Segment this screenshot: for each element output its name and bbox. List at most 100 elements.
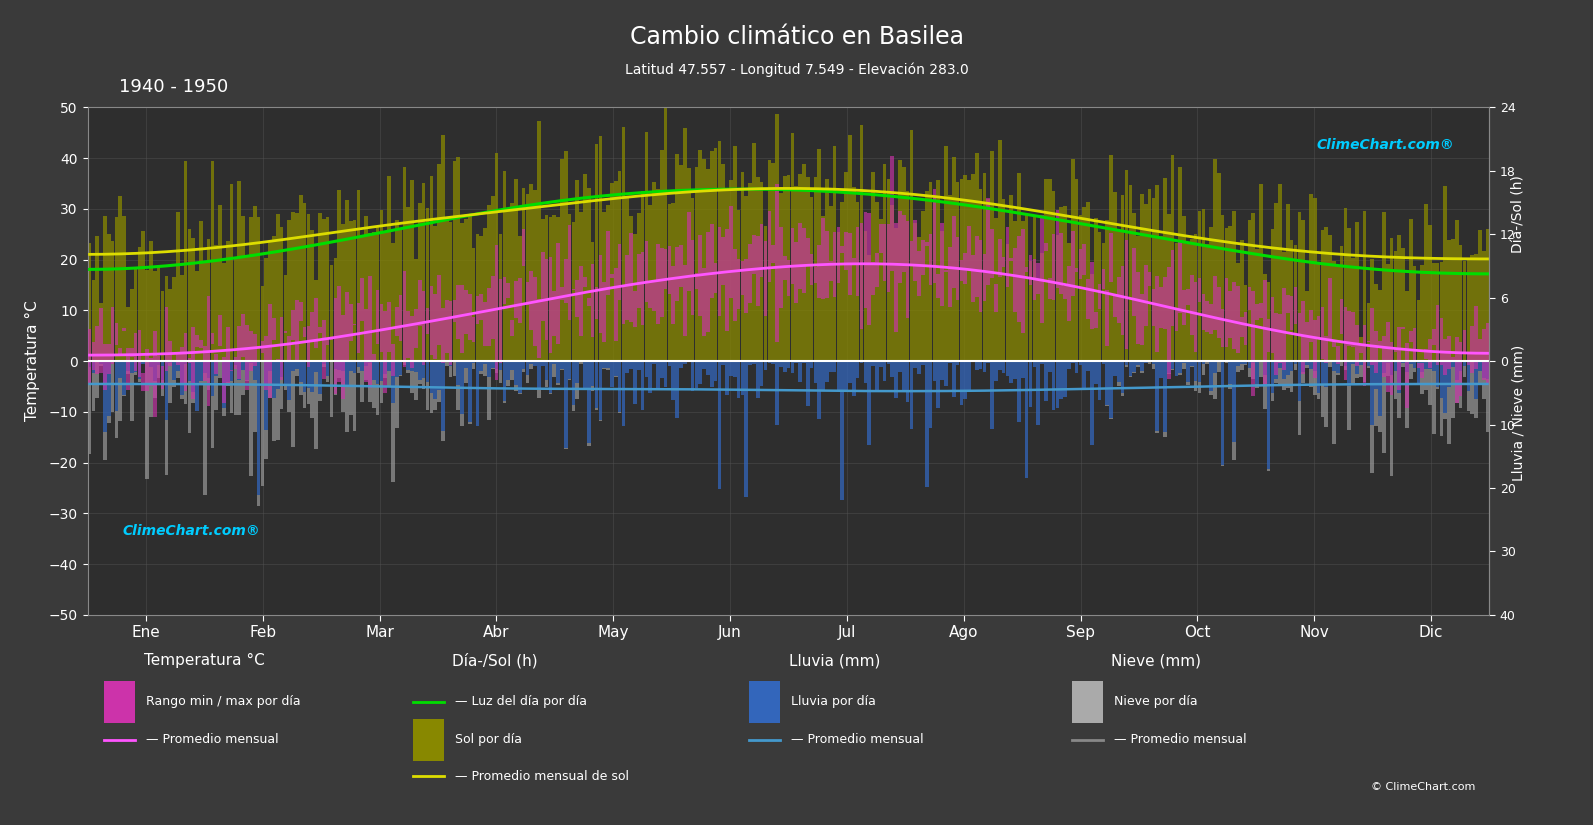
Bar: [303, 361, 306, 392]
Bar: [1290, 371, 1294, 392]
Bar: [749, 182, 752, 361]
Bar: [1043, 179, 1048, 361]
Bar: [1206, 244, 1209, 361]
Bar: [406, 206, 409, 361]
Bar: [879, 224, 883, 253]
Bar: [883, 164, 886, 361]
Bar: [887, 361, 890, 364]
Bar: [1198, 211, 1201, 361]
Bar: [1451, 367, 1454, 417]
Bar: [1040, 361, 1043, 364]
Bar: [1002, 361, 1005, 374]
Bar: [1059, 233, 1063, 294]
Bar: [1454, 361, 1459, 380]
Bar: [863, 231, 867, 361]
Bar: [1233, 361, 1236, 441]
Bar: [1298, 401, 1301, 435]
Bar: [607, 368, 610, 370]
Bar: [841, 202, 844, 361]
Bar: [191, 361, 194, 392]
Bar: [1305, 322, 1309, 362]
Bar: [96, 236, 99, 361]
Bar: [591, 264, 594, 337]
Bar: [771, 163, 776, 361]
Bar: [691, 240, 695, 314]
Bar: [1440, 361, 1443, 398]
Bar: [207, 361, 210, 378]
Bar: [280, 227, 284, 361]
Bar: [921, 361, 926, 365]
Bar: [1282, 288, 1286, 370]
Bar: [425, 208, 430, 361]
Bar: [371, 361, 376, 380]
Bar: [196, 335, 199, 346]
Bar: [1305, 365, 1309, 368]
Bar: [703, 159, 706, 361]
Bar: [1317, 262, 1321, 361]
Bar: [1141, 361, 1144, 371]
Bar: [1389, 375, 1394, 476]
Bar: [1427, 361, 1432, 370]
Bar: [249, 331, 253, 371]
Bar: [787, 361, 790, 368]
Bar: [1037, 279, 1040, 361]
Bar: [1070, 361, 1075, 363]
Bar: [836, 361, 840, 391]
Bar: [521, 361, 526, 369]
Bar: [1228, 291, 1231, 337]
Bar: [675, 361, 679, 418]
Bar: [99, 303, 104, 361]
Bar: [698, 235, 703, 316]
Bar: [894, 228, 898, 361]
Bar: [675, 248, 679, 301]
Bar: [156, 365, 161, 378]
Bar: [1121, 266, 1125, 336]
Bar: [1286, 295, 1290, 313]
Bar: [1005, 244, 1010, 361]
Bar: [964, 253, 967, 284]
Bar: [844, 361, 847, 390]
Bar: [502, 277, 507, 304]
Bar: [828, 206, 833, 361]
Bar: [183, 161, 188, 361]
Bar: [1098, 232, 1101, 361]
Bar: [276, 361, 279, 389]
Bar: [852, 257, 855, 263]
Bar: [183, 333, 188, 391]
Bar: [526, 195, 529, 361]
Bar: [1383, 336, 1386, 377]
Bar: [698, 150, 703, 361]
Bar: [112, 241, 115, 361]
Bar: [352, 373, 357, 431]
Bar: [833, 361, 836, 372]
Bar: [948, 195, 951, 361]
Bar: [180, 346, 183, 384]
Bar: [237, 361, 241, 380]
Bar: [1356, 326, 1359, 365]
Bar: [991, 229, 994, 278]
Bar: [1212, 276, 1217, 330]
Bar: [88, 243, 91, 361]
Bar: [1286, 361, 1290, 375]
Bar: [763, 361, 768, 370]
Bar: [1451, 361, 1454, 367]
Bar: [1370, 308, 1375, 365]
Text: ClimeChart.com®: ClimeChart.com®: [1317, 138, 1454, 152]
Bar: [292, 370, 295, 447]
Bar: [357, 303, 360, 353]
Bar: [457, 285, 460, 339]
Bar: [1413, 361, 1416, 368]
Bar: [1432, 361, 1435, 371]
Bar: [384, 231, 387, 361]
Bar: [871, 361, 875, 366]
Bar: [449, 300, 452, 365]
Bar: [1121, 361, 1125, 393]
Bar: [749, 361, 752, 365]
Bar: [1152, 361, 1155, 364]
Bar: [1317, 361, 1321, 393]
Bar: [460, 285, 464, 353]
Bar: [1402, 248, 1405, 361]
Bar: [1179, 361, 1182, 373]
Text: ClimeChart.com®: ClimeChart.com®: [123, 524, 260, 538]
Bar: [126, 348, 129, 390]
